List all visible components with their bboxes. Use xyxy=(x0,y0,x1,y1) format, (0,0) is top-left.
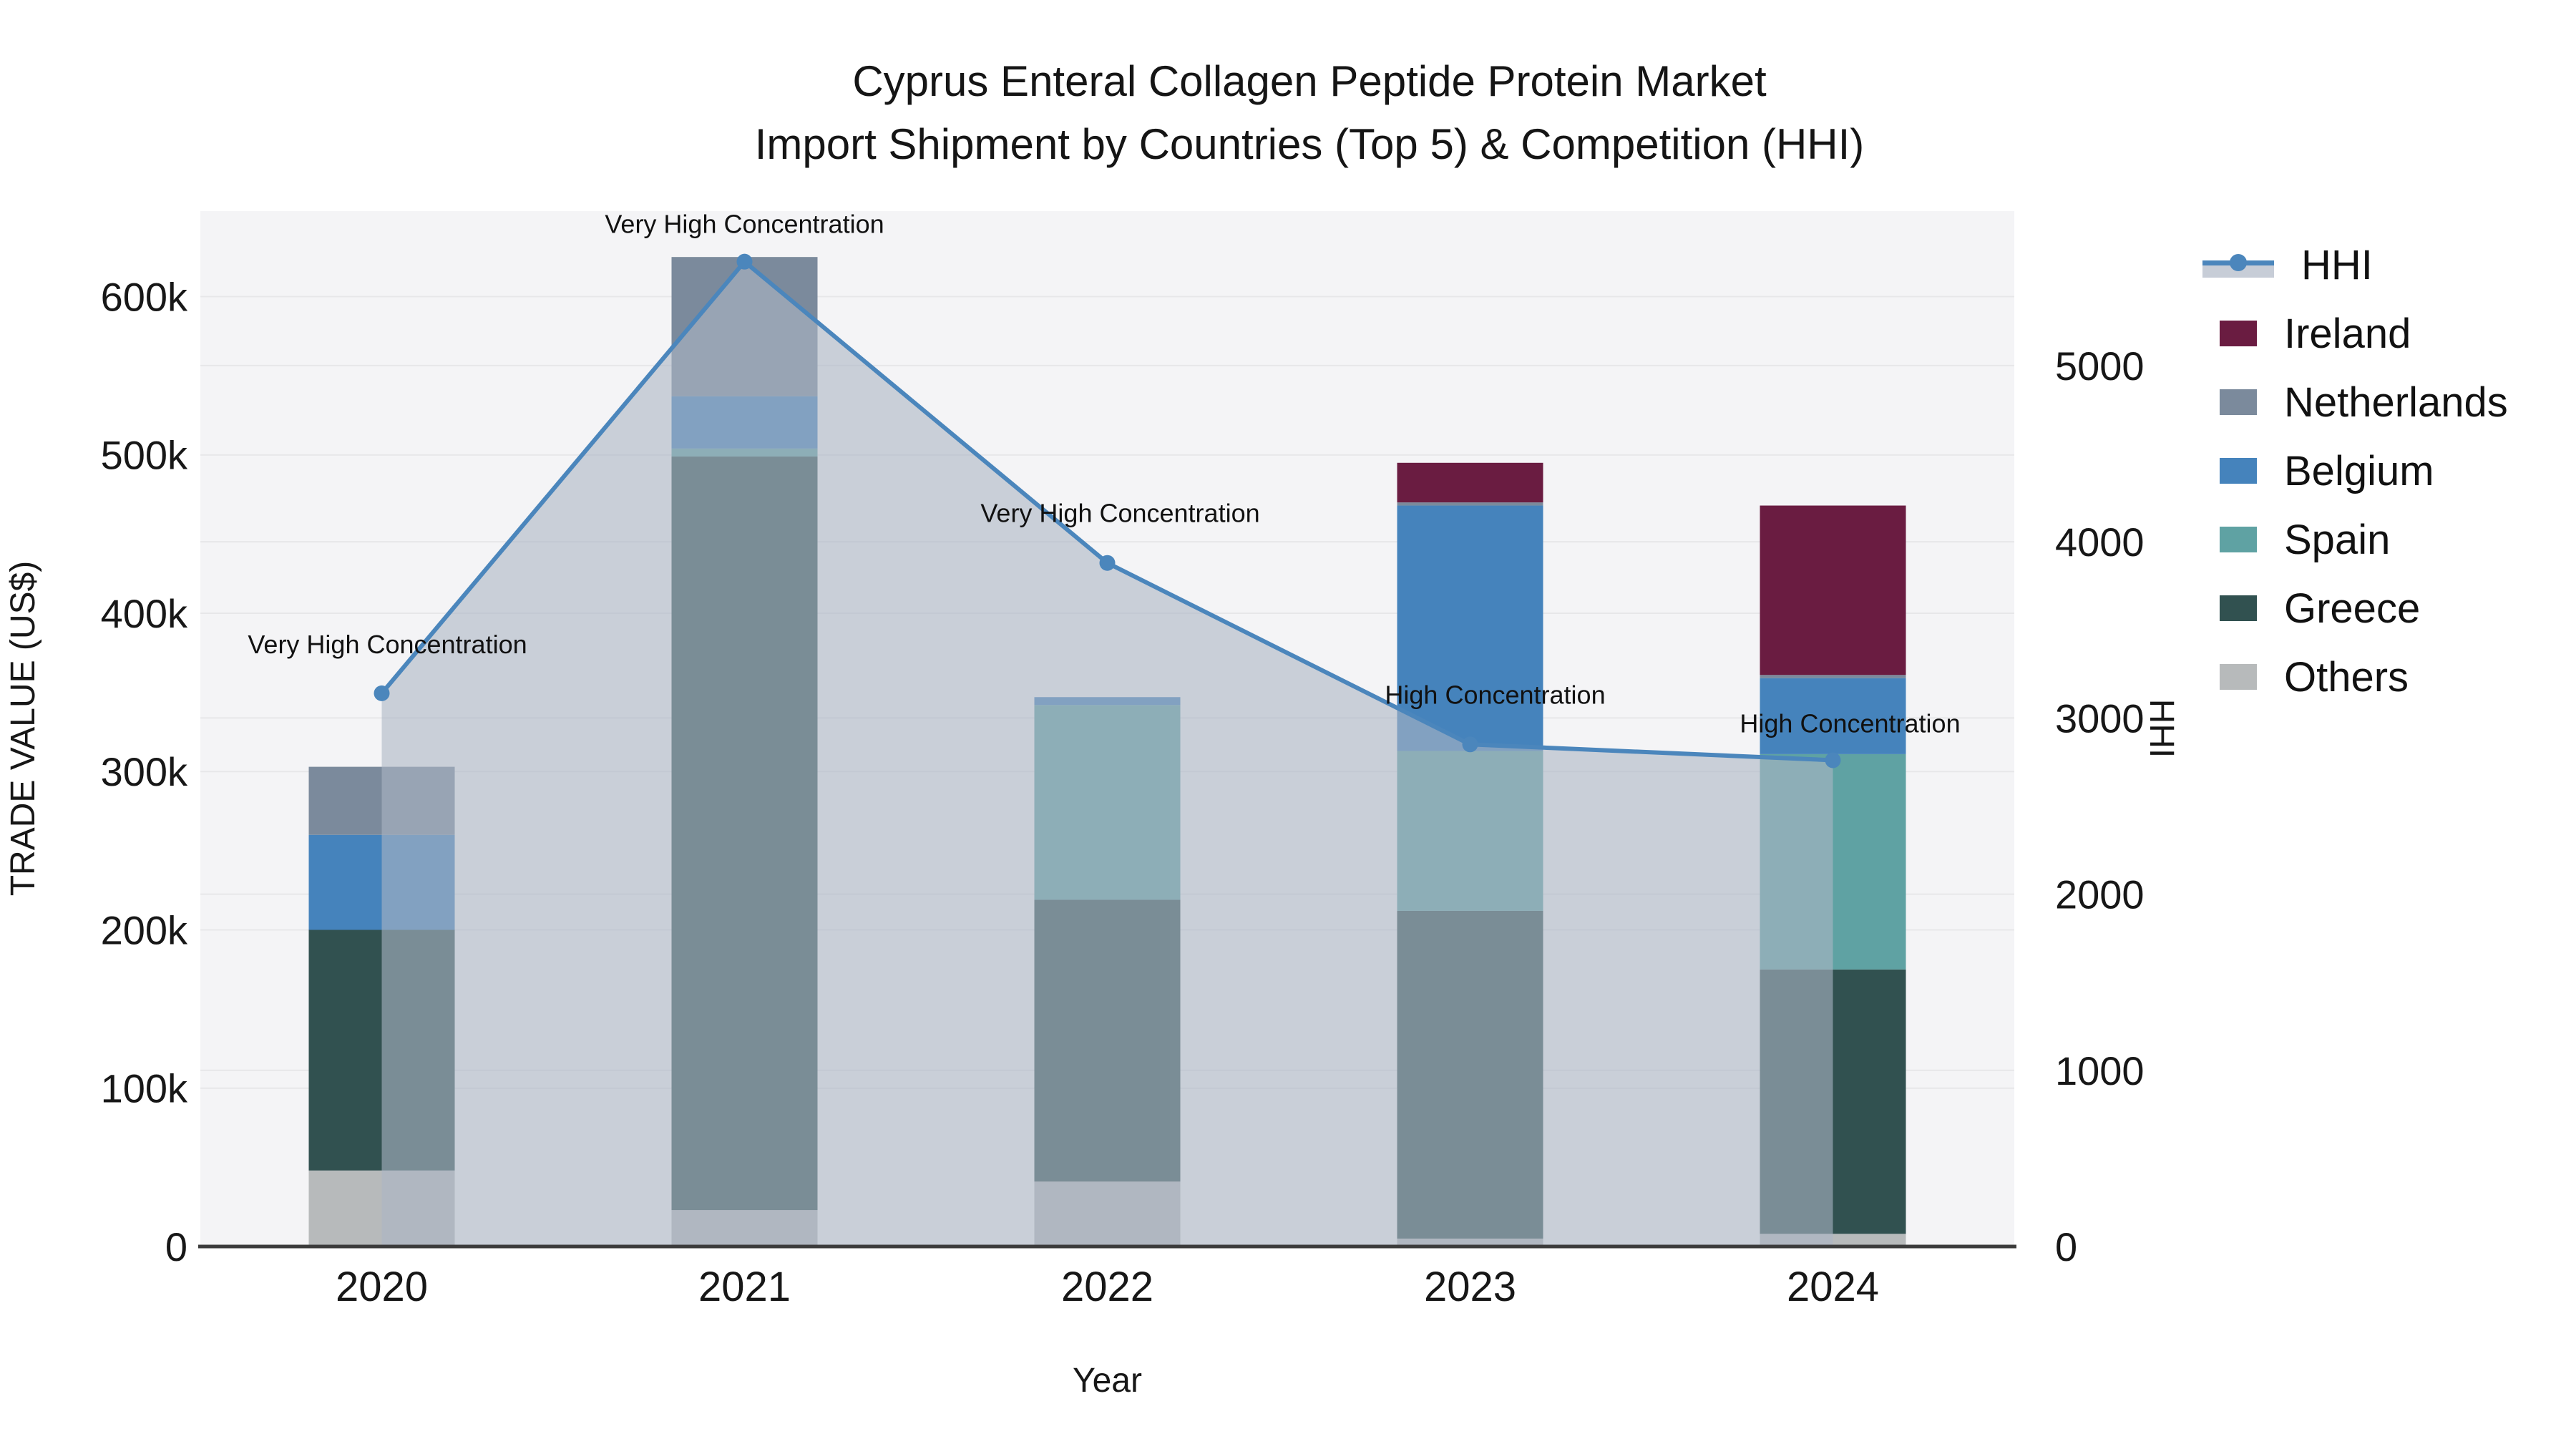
hhi-line-swatch-icon xyxy=(2202,250,2274,279)
x-tick-2023: 2023 xyxy=(1424,1264,1516,1310)
legend-swatch-icon xyxy=(2220,458,2257,484)
hhi-marker-2022 xyxy=(1099,555,1116,571)
annotation-2023: High Concentration xyxy=(1385,680,1605,709)
annotation-2024: High Concentration xyxy=(1740,708,1960,738)
legend-swatch-icon xyxy=(2220,527,2257,552)
x-axis-title: Year xyxy=(1073,1362,1142,1400)
y-left-tick-0: 0 xyxy=(165,1224,187,1269)
y-right-tick-3000: 3000 xyxy=(2055,696,2145,741)
bar-2024-ireland xyxy=(1760,505,1906,675)
annotation-2021: Very High Concentration xyxy=(605,210,884,239)
x-tick-2022: 2022 xyxy=(1061,1264,1153,1310)
legend-label: Belgium xyxy=(2284,447,2434,494)
legend-label: HHI xyxy=(2301,241,2373,288)
y-left-axis-title: TRADE VALUE (US$) xyxy=(4,561,42,897)
y-right-tick-1000: 1000 xyxy=(2055,1048,2145,1093)
legend-label: Others xyxy=(2284,653,2409,701)
y-left-tick-100k: 100k xyxy=(101,1066,188,1111)
y-left-tick-200k: 200k xyxy=(101,907,188,952)
legend-swatch-icon xyxy=(2220,389,2257,415)
y-right-tick-4000: 4000 xyxy=(2055,519,2145,565)
bar-2024-belgium xyxy=(1760,678,1906,754)
legend-item-others: Others xyxy=(2202,643,2508,711)
bar-2023-belgium xyxy=(1397,505,1543,751)
chart-title-line2: Import Shipment by Countries (Top 5) & C… xyxy=(754,120,1865,168)
legend-item-greece: Greece xyxy=(2202,574,2508,643)
y-right-axis-title: HHI xyxy=(2142,699,2180,758)
y-left-tick-500k: 500k xyxy=(101,433,188,478)
hhi-area-fill xyxy=(381,261,1833,1246)
annotation-2022: Very High Concentration xyxy=(980,499,1259,528)
x-tick-2024: 2024 xyxy=(1787,1264,1879,1310)
y-left-tick-300k: 300k xyxy=(101,749,188,794)
y-right-tick-5000: 5000 xyxy=(2055,343,2145,389)
y-right-tick-0: 0 xyxy=(2055,1224,2077,1269)
bar-2023-netherlands xyxy=(1397,502,1543,506)
legend-label: Netherlands xyxy=(2284,379,2508,426)
legend-swatch-icon xyxy=(2220,321,2257,346)
x-tick-2020: 2020 xyxy=(336,1264,428,1310)
bar-2023-ireland xyxy=(1397,462,1543,503)
y-left-tick-600k: 600k xyxy=(101,274,188,319)
legend: HHI Ireland Netherlands Belgium Spain Greece O… xyxy=(2202,230,2508,711)
legend-label: Greece xyxy=(2284,585,2421,632)
bar-2024-netherlands xyxy=(1760,675,1906,678)
hhi-marker-2021 xyxy=(736,253,753,270)
chart-title-line1: Cyprus Enteral Collagen Peptide Protein … xyxy=(852,57,1767,105)
annotation-2020: Very High Concentration xyxy=(248,630,527,659)
hhi-marker-2023 xyxy=(1462,736,1478,753)
hhi-marker-2020 xyxy=(374,685,390,701)
chart-title: Cyprus Enteral Collagen Peptide Protein … xyxy=(594,50,2025,176)
legend-label: Ireland xyxy=(2284,310,2411,357)
x-tick-2021: 2021 xyxy=(698,1264,791,1310)
legend-item-belgium: Belgium xyxy=(2202,436,2508,505)
legend-label: Spain xyxy=(2284,516,2391,563)
legend-swatch-icon xyxy=(2220,595,2257,621)
legend-item-ireland: Ireland xyxy=(2202,299,2508,368)
y-right-tick-2000: 2000 xyxy=(2055,872,2145,917)
legend-item-netherlands: Netherlands xyxy=(2202,368,2508,436)
legend-swatch-icon xyxy=(2220,664,2257,690)
legend-item-hhi: HHI xyxy=(2202,230,2508,299)
y-left-tick-400k: 400k xyxy=(101,591,188,636)
hhi-marker-2024 xyxy=(1825,752,1841,769)
legend-item-spain: Spain xyxy=(2202,505,2508,574)
